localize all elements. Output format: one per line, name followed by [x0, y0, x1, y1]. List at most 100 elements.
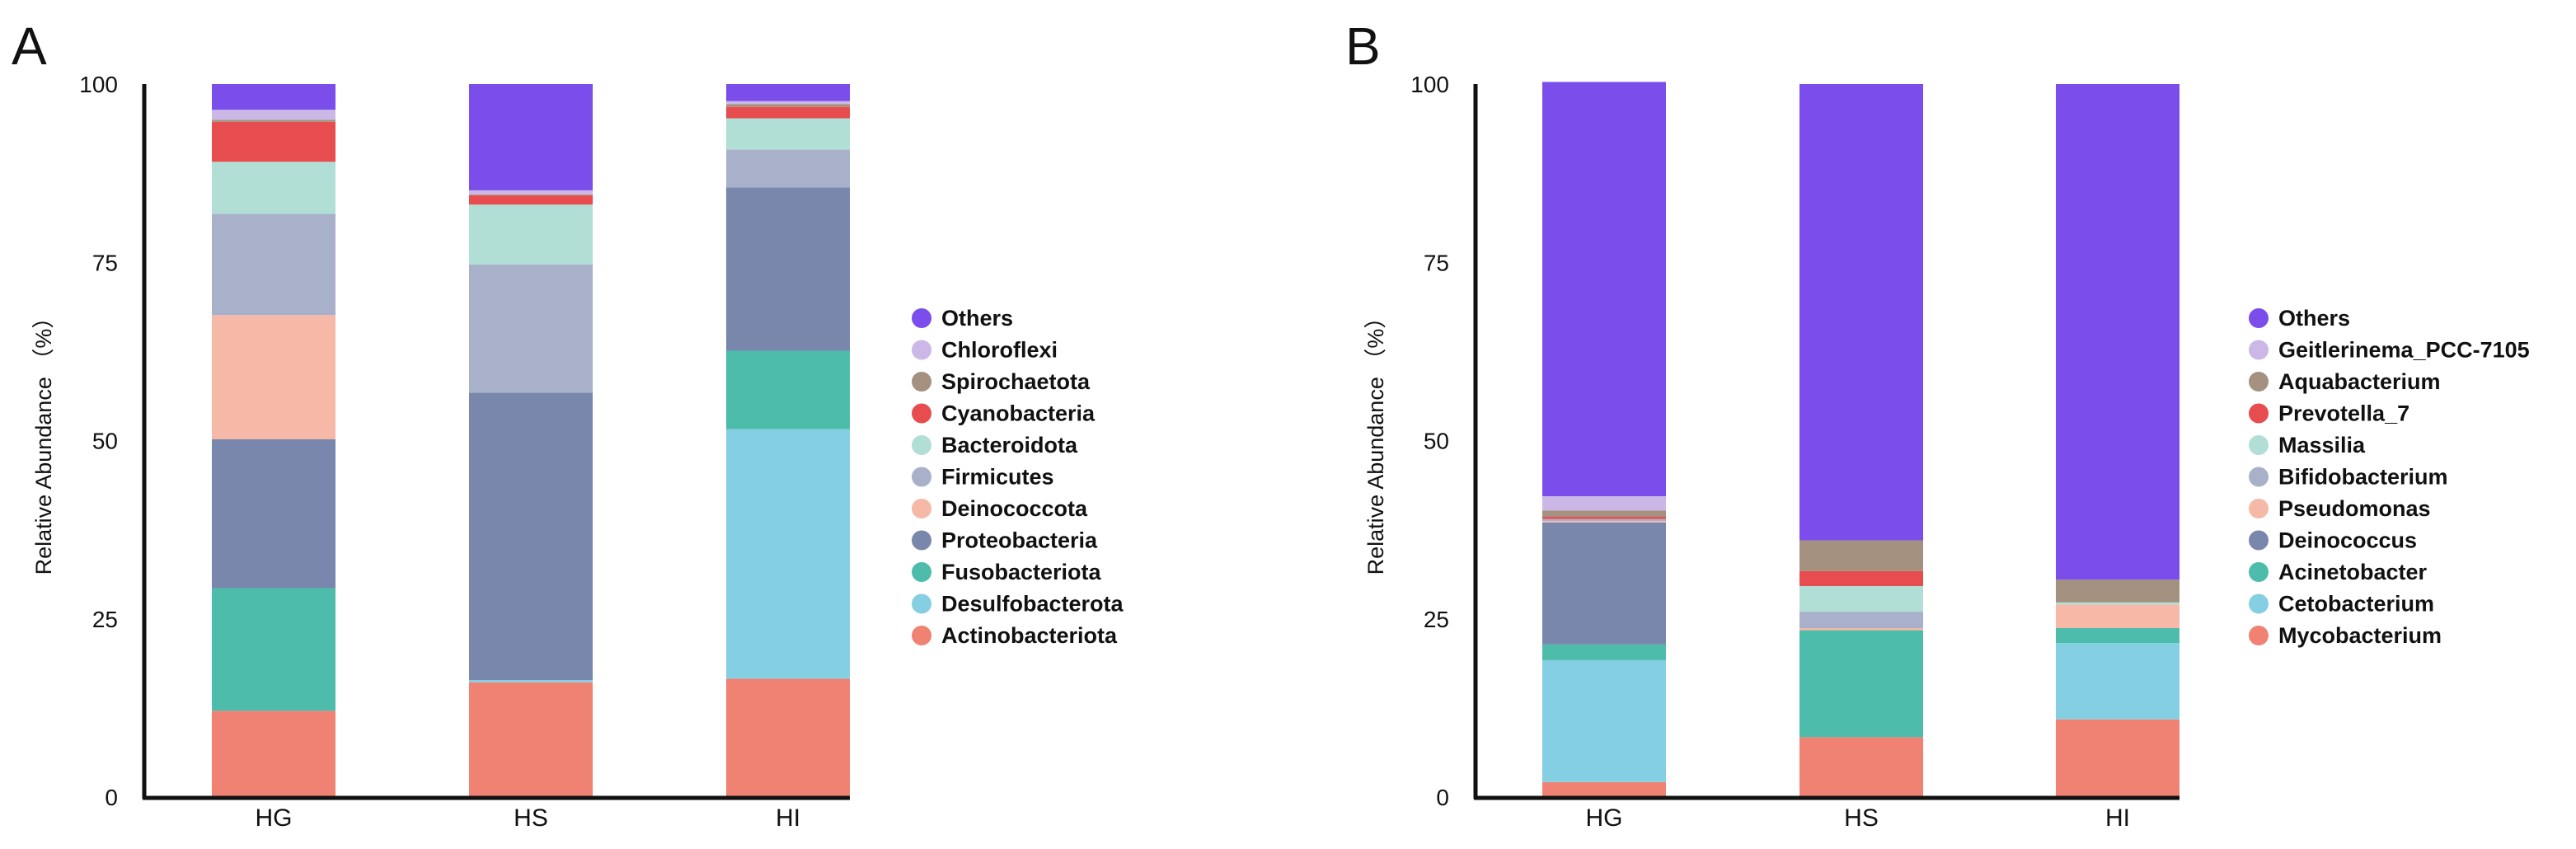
- panel-label: B: [1345, 16, 1381, 76]
- legend-label: Pseudomonas: [2278, 496, 2431, 521]
- legend-label: Others: [2278, 306, 2350, 331]
- y-tick-label: 0: [105, 785, 118, 810]
- bar-segment-HS-Actinobacteriota: [469, 682, 593, 797]
- y-tick-label: 100: [1410, 72, 1449, 97]
- bar-segment-HS-Cyanobacteria: [469, 195, 593, 205]
- bar-segment-HG-Others: [212, 84, 335, 110]
- bar-segment-HS-Others: [469, 84, 593, 190]
- bar-segment-HI-Proteobacteria: [726, 187, 850, 351]
- legend-marker: [2249, 530, 2269, 551]
- legend-label: Aquabacterium: [2278, 369, 2441, 394]
- bar-segment-HG-Deinococcota: [212, 315, 335, 439]
- bar-segment-HI-Cyanobacteria: [726, 106, 850, 119]
- bar-segment-HG-Spirochaetota: [212, 120, 335, 122]
- legend-label: Fusobacteriota: [941, 560, 1102, 584]
- legend-marker: [912, 308, 931, 328]
- bar-segment-HG-Cyanobacteria: [212, 121, 335, 162]
- bar-segment-HS-Others: [1799, 84, 1923, 541]
- legend-label: Acinetobacter: [2278, 560, 2428, 584]
- bar-segment-HS-Acinetobacter: [1799, 630, 1923, 738]
- bar-segment-HI-Spirochaetota: [726, 104, 850, 107]
- x-tick-label: HG: [1586, 804, 1623, 832]
- bar-segment-HG-Chloroflexi: [212, 110, 335, 120]
- legend-marker: [2249, 340, 2269, 360]
- legend-label: Spirochaetota: [941, 369, 1091, 394]
- bar-segment-HG-Pseudomonas: [1542, 521, 1666, 523]
- bar-segment-HG-Acinetobacter: [1542, 644, 1666, 660]
- legend-marker: [912, 626, 931, 645]
- legend-label: Mycobacterium: [2278, 623, 2442, 648]
- bar-segment-HG-Aquabacterium: [1542, 510, 1666, 518]
- y-tick-label: 25: [1424, 607, 1449, 632]
- legend-marker: [912, 499, 931, 518]
- bar-segment-HG-Bacteroidota: [212, 162, 335, 214]
- bar-segment-HG-Fusobacteriota: [212, 588, 335, 711]
- legend-label: Proteobacteria: [941, 528, 1098, 553]
- bar-segment-HG-Cetobacterium: [1542, 659, 1666, 782]
- legend-label: Desulfobacterota: [941, 592, 1124, 617]
- legend-marker: [912, 372, 931, 392]
- bar-segment-HG-Geitlerinema_PCC-7105: [1542, 495, 1666, 511]
- bar-segment-HS-Firmicutes: [469, 264, 593, 393]
- bar-segment-HI-Desulfobacterota: [726, 429, 850, 679]
- y-tick-label: 100: [79, 72, 118, 97]
- legend-label: Geitlerinema_PCC-7105: [2278, 338, 2530, 363]
- bar-segment-HS-Aquabacterium: [1799, 540, 1923, 571]
- x-tick-label: HG: [256, 804, 293, 832]
- bar-segment-HG-Prevotella_7: [1542, 517, 1666, 519]
- y-tick-label: 75: [92, 250, 118, 275]
- legend-label: Cyanobacteria: [941, 401, 1096, 426]
- legend-marker: [912, 403, 931, 424]
- bar-segment-HI-Others: [2056, 84, 2180, 580]
- bar-segment-HG-Others: [1542, 82, 1666, 496]
- chart-panel-B: B HG HS HI 0 25 50 75 100 Relative Abundance （%） O…: [1345, 16, 2530, 832]
- bar-segment-HS-Bifidobacterium: [1799, 612, 1923, 628]
- legend-marker: [2249, 467, 2269, 487]
- legend-marker: [912, 530, 931, 551]
- x-tick-label: HS: [514, 804, 548, 832]
- legend-marker: [2249, 435, 2269, 455]
- legend-marker: [2249, 308, 2269, 328]
- legend-label: Actinobacteriota: [941, 623, 1118, 648]
- y-tick-label: 50: [1424, 429, 1449, 454]
- x-tick-label: HI: [2105, 804, 2130, 832]
- bar-segment-HI-Massilia: [2056, 602, 2180, 605]
- bar-segment-HI-Aquabacterium: [2056, 579, 2180, 603]
- bar-segment-HI-Firmicutes: [726, 149, 850, 188]
- legend-marker: [2249, 562, 2269, 582]
- legend-label: Chloroflexi: [941, 338, 1058, 363]
- bar-segment-HS-Pseudomonas: [1799, 627, 1923, 631]
- legend-label: Deinococcus: [2278, 528, 2417, 553]
- bar-segment-HS-Bacteroidota: [469, 204, 593, 265]
- legend-label: Others: [941, 306, 1013, 331]
- panel-label: A: [12, 16, 47, 76]
- legend-label: Bacteroidota: [941, 433, 1078, 457]
- legend-label: Massilia: [2278, 433, 2366, 457]
- legend-label: Cetobacterium: [2278, 592, 2434, 617]
- x-tick-label: HI: [776, 804, 800, 832]
- legend-marker: [912, 562, 931, 582]
- legend-marker: [912, 467, 931, 487]
- bar-segment-HI-Mycobacterium: [2056, 719, 2180, 797]
- y-tick-label: 50: [92, 429, 118, 454]
- y-axis-label: Relative Abundance （%）: [31, 307, 56, 575]
- legend-label: Prevotella_7: [2278, 401, 2409, 426]
- bar-segment-HS-Prevotella_7: [1799, 570, 1923, 586]
- bar-segment-HI-Pseudomonas: [2056, 604, 2180, 628]
- legend-marker: [2249, 499, 2269, 518]
- bar-segment-HS-Mycobacterium: [1799, 737, 1923, 797]
- bar-segment-HI-Fusobacteriota: [726, 350, 850, 429]
- y-tick-label: 0: [1436, 785, 1449, 810]
- bar-segment-HI-Actinobacteriota: [726, 678, 850, 797]
- bar-segment-HI-Cetobacterium: [2056, 643, 2180, 720]
- y-tick-label: 25: [92, 607, 118, 632]
- legend-label: Deinococcota: [941, 496, 1088, 521]
- bar-segment-HG-Deinococcus: [1542, 522, 1666, 645]
- chart-panel-A: A HG HS HI 0 25 50 75 100 Relative Abundance （%） O…: [12, 16, 1124, 832]
- bar-segment-HS-Chloroflexi: [469, 190, 593, 195]
- legend-marker: [912, 593, 931, 614]
- legend-marker: [2249, 626, 2269, 645]
- bar-segment-HS-Massilia: [1799, 585, 1923, 612]
- bar-segment-HG-Firmicutes: [212, 213, 335, 316]
